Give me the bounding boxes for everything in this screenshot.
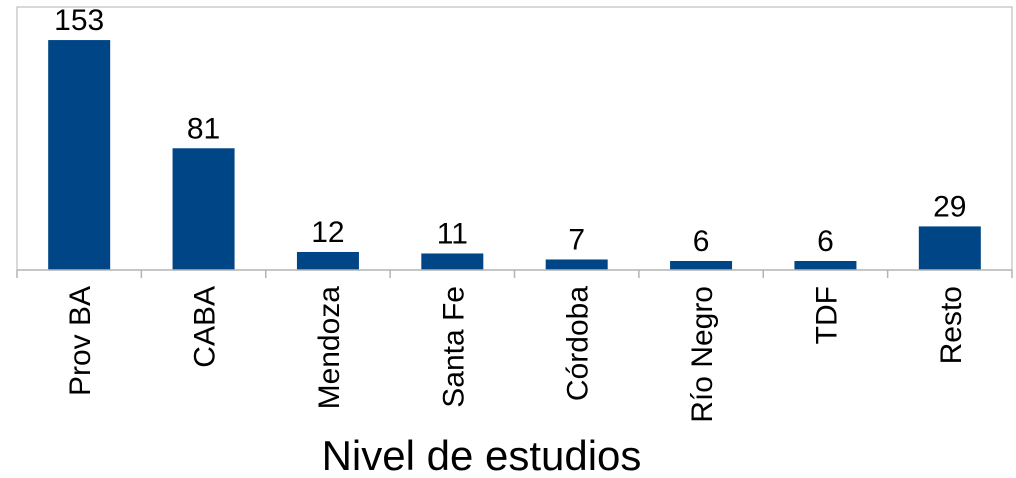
bar-caba xyxy=(172,148,235,270)
bar-value-label: 11 xyxy=(437,217,468,250)
bar-value-label: 29 xyxy=(933,190,966,223)
bar-value-label: 6 xyxy=(693,225,710,258)
x-ticks-group xyxy=(16,270,1013,278)
x-tick-label: Mendoza xyxy=(313,286,346,410)
x-tick-label: Río Negro xyxy=(686,286,719,423)
x-tick-label: TDF xyxy=(810,286,843,344)
bar-value-label: 153 xyxy=(54,4,104,37)
bar-value-label: 7 xyxy=(568,223,585,256)
x-axis-title: Nivel de estudios xyxy=(322,432,642,478)
bar-prov-ba xyxy=(48,40,111,270)
plot-area-frame xyxy=(16,6,1013,271)
x-tick-label: Prov BA xyxy=(64,286,97,396)
bar-santa-fe xyxy=(421,253,484,270)
bar-value-label: 12 xyxy=(311,216,344,249)
bar-value-label: 6 xyxy=(817,225,834,258)
x-tick-label: Córdoba xyxy=(562,286,595,401)
bar-tdf xyxy=(794,260,857,270)
value-labels-group: 153 81 12 11 7 6 6 29 xyxy=(54,4,966,258)
bar-resto xyxy=(918,226,981,270)
bar-río-negro xyxy=(670,260,733,270)
x-tick-labels-group: Prov BA CABA Mendoza Santa Fe Córdoba Río Neg… xyxy=(64,286,968,423)
bars-group xyxy=(48,40,981,270)
bar-córdoba xyxy=(545,259,608,270)
bar-value-label: 81 xyxy=(187,112,220,145)
x-tick-label: Santa Fe xyxy=(437,286,470,408)
x-tick-label: CABA xyxy=(189,286,222,368)
x-tick-label: Resto xyxy=(935,286,968,364)
bar-mendoza xyxy=(296,251,359,270)
